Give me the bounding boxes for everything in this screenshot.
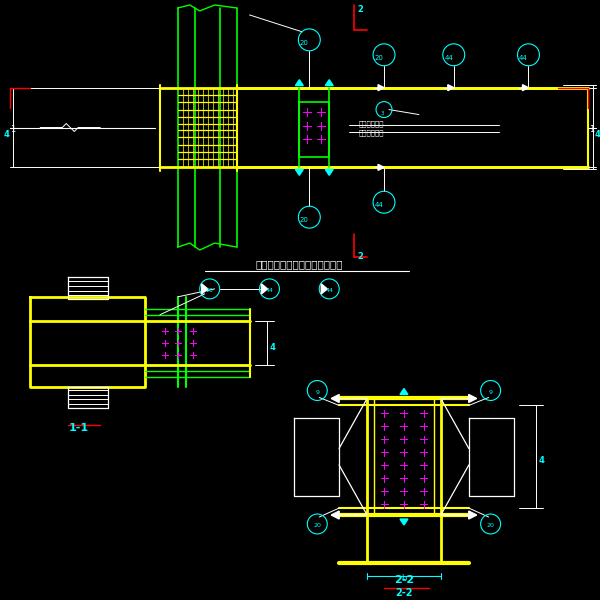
Polygon shape	[378, 85, 384, 91]
Text: 44: 44	[374, 202, 383, 208]
Text: 3: 3	[380, 111, 384, 116]
Text: 44: 44	[325, 289, 333, 293]
Text: b: b	[401, 574, 407, 583]
Text: 4: 4	[4, 130, 10, 139]
Text: 9: 9	[488, 390, 493, 395]
Text: 44: 44	[445, 55, 453, 61]
Polygon shape	[469, 394, 476, 403]
Polygon shape	[469, 511, 476, 519]
Polygon shape	[331, 511, 339, 519]
Polygon shape	[523, 85, 529, 91]
Text: 44: 44	[265, 289, 274, 293]
Text: 20: 20	[300, 40, 309, 46]
Polygon shape	[325, 80, 333, 86]
Text: 2-2: 2-2	[394, 575, 414, 585]
Text: 4: 4	[538, 456, 544, 465]
Polygon shape	[325, 169, 333, 175]
Polygon shape	[295, 80, 304, 86]
Text: 9: 9	[315, 390, 319, 395]
Text: 20: 20	[313, 523, 321, 529]
Text: 1-1: 1-1	[68, 424, 88, 433]
Polygon shape	[321, 284, 327, 294]
Text: 4: 4	[594, 130, 600, 139]
Text: 20: 20	[487, 523, 494, 529]
Text: 20: 20	[374, 55, 383, 61]
Polygon shape	[295, 169, 304, 175]
Text: 44: 44	[519, 55, 528, 61]
Text: 20: 20	[300, 217, 309, 223]
Text: 20: 20	[206, 289, 214, 293]
Text: 安装用螺栓孔: 安装用螺栓孔	[359, 130, 385, 136]
Text: 2-2: 2-2	[395, 588, 413, 598]
Polygon shape	[202, 284, 208, 294]
Polygon shape	[262, 284, 268, 294]
Polygon shape	[400, 519, 408, 525]
Text: 2: 2	[357, 5, 363, 14]
Text: 4: 4	[269, 343, 275, 352]
Text: 1: 1	[589, 125, 595, 134]
Polygon shape	[400, 389, 408, 394]
Polygon shape	[331, 394, 339, 403]
Polygon shape	[378, 164, 384, 170]
Text: 1: 1	[10, 125, 16, 134]
Polygon shape	[448, 85, 454, 91]
Text: 2: 2	[357, 252, 363, 261]
Text: 箱形梁与箱形柱的刚性连接详图: 箱形梁与箱形柱的刚性连接详图	[256, 259, 343, 269]
Text: 安装用螺栓孔: 安装用螺栓孔	[359, 121, 385, 127]
